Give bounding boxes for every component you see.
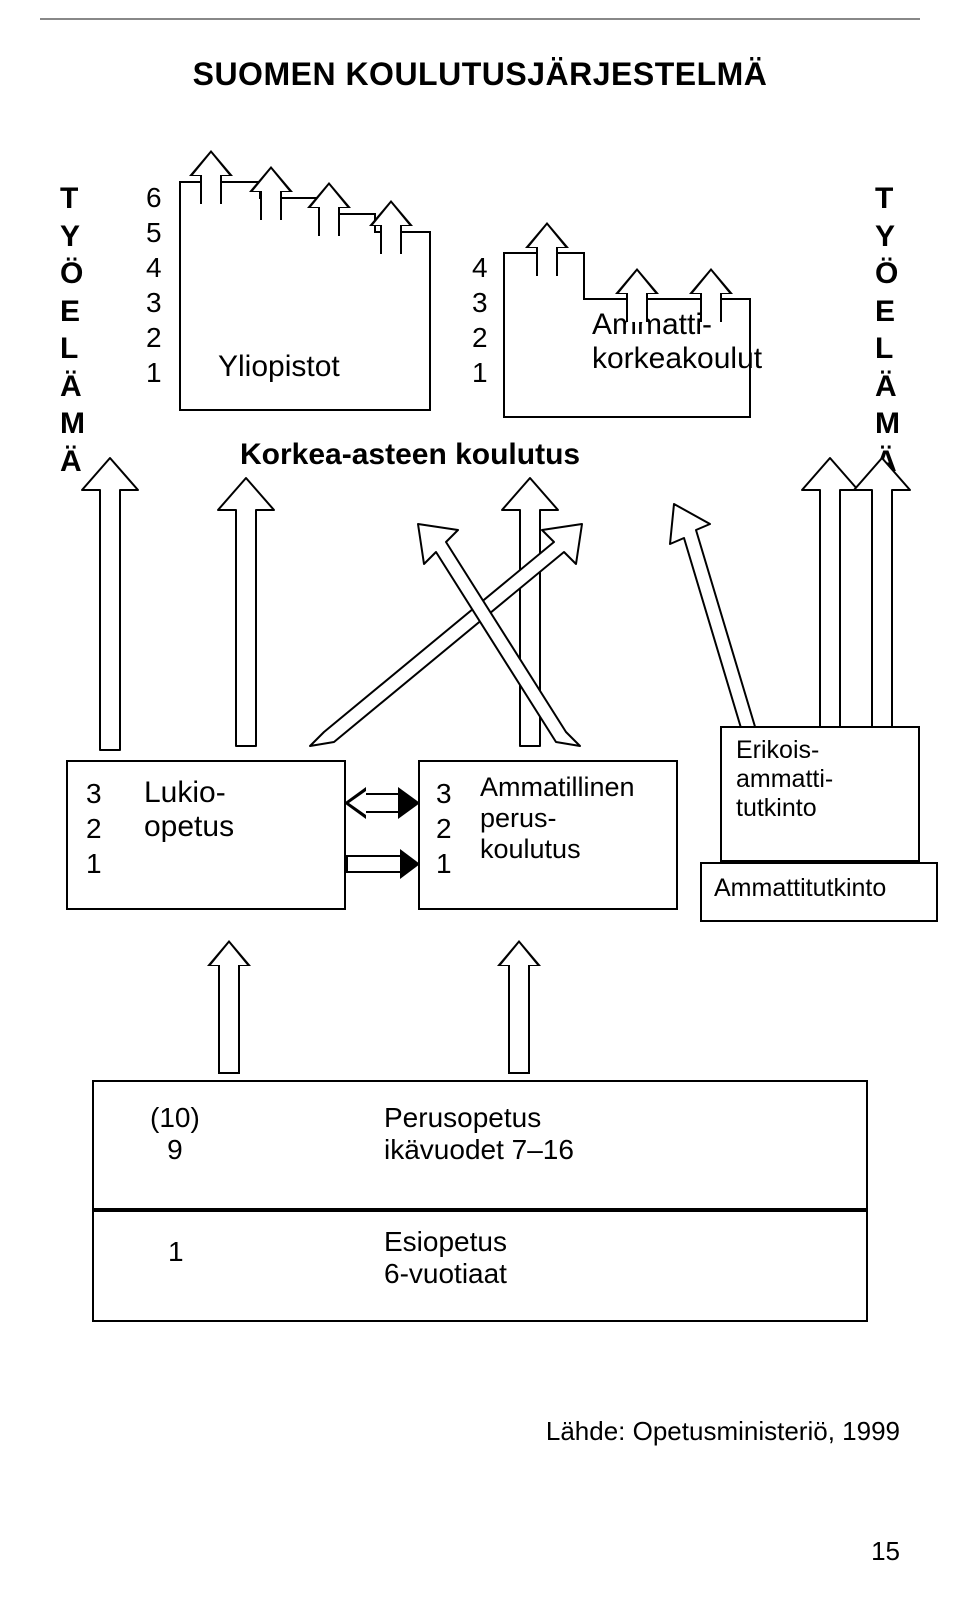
universities-label: Yliopistot	[218, 350, 340, 384]
page-title: SUOMEN KOULUTUSJÄRJESTELMÄ	[0, 56, 960, 93]
page-number: 15	[871, 1536, 900, 1567]
perusopetus-years: (10) 9	[150, 1102, 200, 1166]
ammattitutkinto-label: Ammattitutkinto	[714, 874, 886, 903]
lukio-years: 321	[86, 776, 102, 881]
ammatillinen-years: 321	[436, 776, 452, 881]
top-rule	[40, 18, 920, 20]
page: SUOMEN KOULUTUSJÄRJESTELMÄ TYÖELÄMÄ TYÖE…	[0, 0, 960, 1597]
lukio-label: Lukio- opetus	[144, 776, 234, 844]
divider	[92, 1210, 868, 1212]
perusopetus-label: Perusopetus ikävuodet 7–16	[384, 1102, 574, 1166]
source-text: Lähde: Opetusministeriö, 1999	[546, 1416, 900, 1447]
esiopetus-label: Esiopetus 6-vuotiaat	[384, 1226, 507, 1290]
right-arrow-icon	[346, 852, 418, 876]
amk-years: 4321	[472, 250, 488, 390]
amk-label: Ammatti- korkeakoulut	[592, 308, 762, 376]
esiopetus-year: 1	[168, 1236, 184, 1268]
two-way-arrow-icon	[346, 790, 418, 816]
ammatillinen-label: Ammatillinen perus- koulutus	[480, 772, 635, 865]
korkea-aste-label: Korkea-asteen koulutus	[240, 438, 580, 472]
tyoelama-left: TYÖELÄMÄ	[60, 180, 85, 480]
tyoelama-right: TYÖELÄMÄ	[875, 180, 900, 480]
erikois-label: Erikois- ammatti- tutkinto	[736, 736, 833, 823]
universities-years: 654321	[146, 180, 162, 390]
